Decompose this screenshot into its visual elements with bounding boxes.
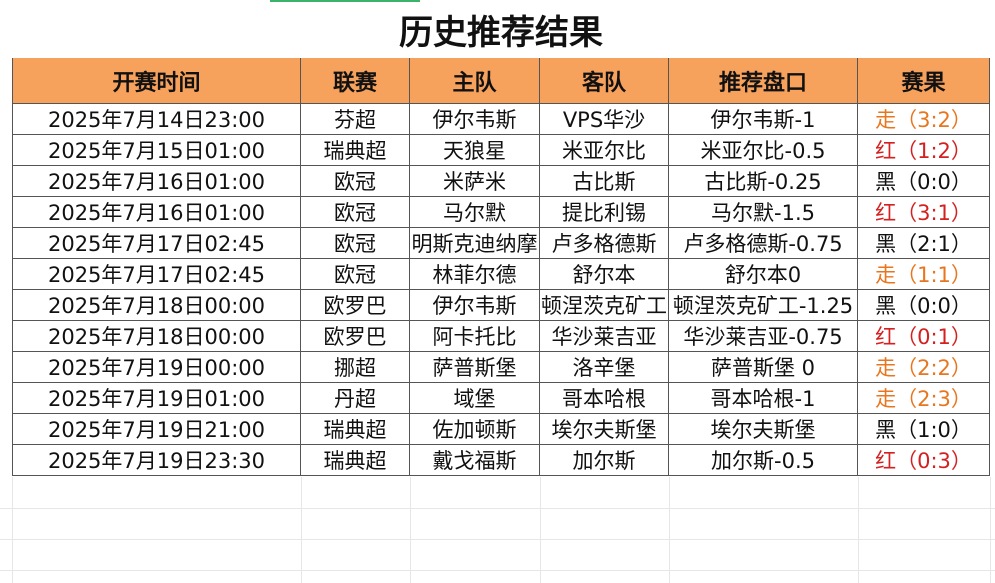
table-cell: 瑞典超: [301, 445, 410, 476]
table-cell: 哥本哈根-1: [669, 383, 858, 414]
table-cell: 2025年7月19日23:30: [12, 445, 301, 476]
table-cell: 黑（1:0）: [858, 414, 990, 445]
table-cell: 2025年7月16日01:00: [12, 197, 301, 228]
table-cell: VPS华沙: [540, 104, 669, 135]
table-cell: 米萨米: [410, 166, 540, 197]
table-cell: 林菲尔德: [410, 259, 540, 290]
table-cell: 2025年7月16日01:00: [12, 166, 301, 197]
column-header: 客队: [540, 58, 669, 104]
table-cell: 2025年7月19日00:00: [12, 352, 301, 383]
table-cell: 欧罗巴: [301, 321, 410, 352]
grid-line: [301, 477, 302, 583]
table-cell: 欧冠: [301, 166, 410, 197]
grid-line: [0, 539, 995, 540]
table-cell: 卢多格德斯: [540, 228, 669, 259]
table-cell: 埃尔夫斯堡: [540, 414, 669, 445]
table-cell: 佐加顿斯: [410, 414, 540, 445]
grid-line: [0, 570, 995, 571]
table-cell: 黑（2:1）: [858, 228, 990, 259]
grid-line: [0, 508, 995, 509]
grid-line: [12, 477, 13, 583]
table-cell: 丹超: [301, 383, 410, 414]
sheet-title: 历史推荐结果: [12, 0, 990, 59]
table-cell: 红（0:1）: [858, 321, 990, 352]
table-cell: 芬超: [301, 104, 410, 135]
column-header: 推荐盘口: [669, 58, 858, 104]
table-cell: 卢多格德斯-0.75: [669, 228, 858, 259]
table-cell: 2025年7月19日21:00: [12, 414, 301, 445]
table-cell: 2025年7月14日23:00: [12, 104, 301, 135]
column-header: 赛果: [858, 58, 990, 104]
table-cell: 萨普斯堡: [410, 352, 540, 383]
grid-line: [990, 477, 991, 583]
table-cell: 伊尔韦斯-1: [669, 104, 858, 135]
grid-line: [858, 477, 859, 583]
column-header: 主队: [410, 58, 540, 104]
table-cell: 马尔默: [410, 197, 540, 228]
table-cell: 走（1:1）: [858, 259, 990, 290]
table-cell: 提比利锡: [540, 197, 669, 228]
table-cell: 明斯克迪纳摩: [410, 228, 540, 259]
grid-line: [669, 477, 670, 583]
column-header: 联赛: [301, 58, 410, 104]
table-cell: 舒尔本: [540, 259, 669, 290]
table-cell: 欧冠: [301, 259, 410, 290]
table-cell: 走（2:3）: [858, 383, 990, 414]
grid-line: [540, 477, 541, 583]
table-cell: 欧罗巴: [301, 290, 410, 321]
table-cell: 走（2:2）: [858, 352, 990, 383]
column-header: 开赛时间: [12, 58, 301, 104]
table-cell: 伊尔韦斯: [410, 104, 540, 135]
table-cell: 黑（0:0）: [858, 166, 990, 197]
table-cell: 2025年7月17日02:45: [12, 228, 301, 259]
table-cell: 红（0:3）: [858, 445, 990, 476]
table-cell: 米亚尔比-0.5: [669, 135, 858, 166]
table-cell: 2025年7月15日01:00: [12, 135, 301, 166]
table-cell: 加尔斯: [540, 445, 669, 476]
table-cell: 天狼星: [410, 135, 540, 166]
table-cell: 走（3:2）: [858, 104, 990, 135]
table-cell: 欧冠: [301, 197, 410, 228]
table-cell: 加尔斯-0.5: [669, 445, 858, 476]
table-cell: 瑞典超: [301, 414, 410, 445]
table-cell: 挪超: [301, 352, 410, 383]
table-cell: 舒尔本0: [669, 259, 858, 290]
table-cell: 2025年7月17日02:45: [12, 259, 301, 290]
table-cell: 2025年7月18日00:00: [12, 290, 301, 321]
table-cell: 戴戈福斯: [410, 445, 540, 476]
table-cell: 华沙莱吉亚-0.75: [669, 321, 858, 352]
table-cell: 红（1:2）: [858, 135, 990, 166]
grid-line: [410, 477, 411, 583]
table-cell: 古比斯: [540, 166, 669, 197]
table-cell: 2025年7月18日00:00: [12, 321, 301, 352]
table-cell: 顿涅茨克矿工-1.25: [669, 290, 858, 321]
table-cell: 黑（0:0）: [858, 290, 990, 321]
table-cell: 马尔默-1.5: [669, 197, 858, 228]
table-cell: 古比斯-0.25: [669, 166, 858, 197]
table-cell: 域堡: [410, 383, 540, 414]
table-cell: 欧冠: [301, 228, 410, 259]
table-cell: 哥本哈根: [540, 383, 669, 414]
table-cell: 米亚尔比: [540, 135, 669, 166]
grid-line: [270, 0, 420, 2]
table-cell: 伊尔韦斯: [410, 290, 540, 321]
table-cell: 华沙莱吉亚: [540, 321, 669, 352]
table-cell: 洛辛堡: [540, 352, 669, 383]
table-cell: 埃尔夫斯堡: [669, 414, 858, 445]
table-cell: 阿卡托比: [410, 321, 540, 352]
table-cell: 顿涅茨克矿工: [540, 290, 669, 321]
table-cell: 萨普斯堡 0: [669, 352, 858, 383]
table-cell: 瑞典超: [301, 135, 410, 166]
table-cell: 红（3:1）: [858, 197, 990, 228]
table-cell: 2025年7月19日01:00: [12, 383, 301, 414]
